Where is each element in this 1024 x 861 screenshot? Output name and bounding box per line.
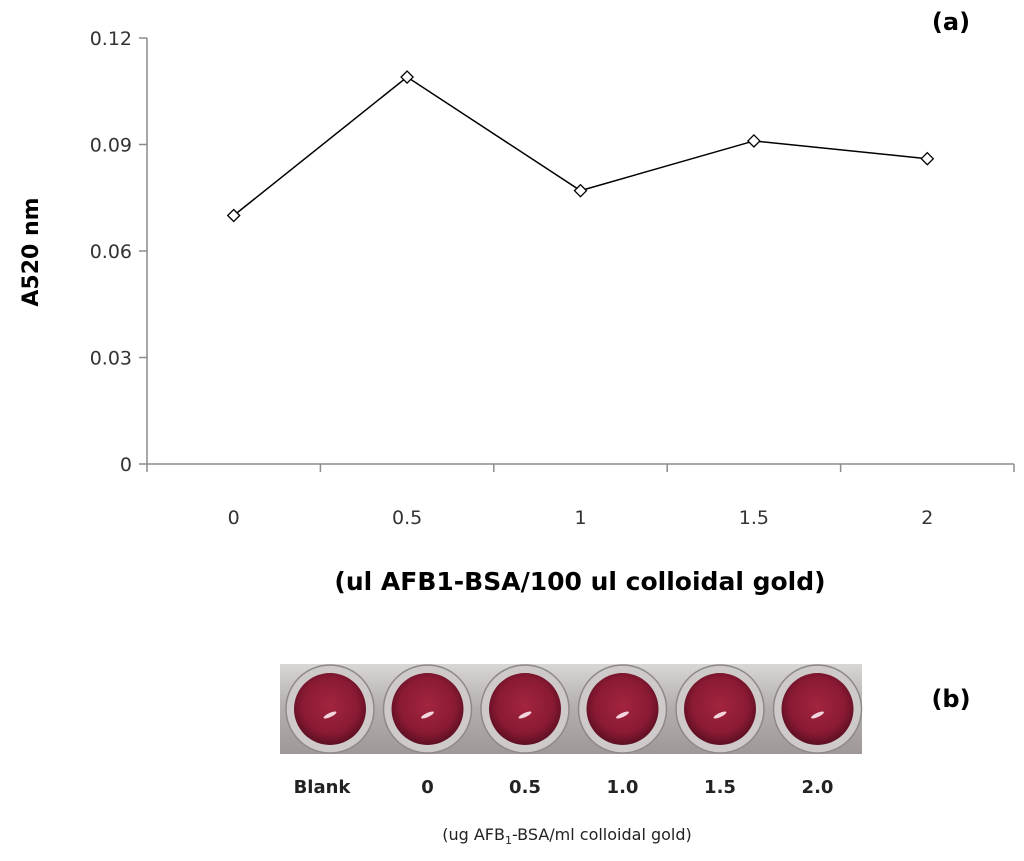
y-tick-label: 0 — [120, 454, 132, 476]
x-tick-label: 1 — [574, 507, 586, 529]
well-label: 1.5 — [704, 777, 736, 798]
well-label: 2.0 — [802, 777, 834, 798]
y-tick-label: 0.03 — [90, 348, 132, 370]
x-tick-label: 1.5 — [739, 507, 769, 529]
y-ticks: 0 0.03 0.06 0.09 0.12 — [90, 28, 147, 476]
well-solution — [391, 673, 464, 745]
data-point-marker — [400, 70, 415, 84]
well-solution — [489, 673, 561, 745]
y-tick-label: 0.12 — [90, 28, 132, 50]
well-highlight — [811, 711, 824, 719]
well-highlight — [616, 711, 629, 719]
data-point-marker — [746, 134, 761, 148]
x-tick-label: 2 — [921, 507, 933, 529]
x-axis-title: (ul AFB1-BSA/100 ul colloidal gold) — [334, 567, 825, 596]
well-plate-photo — [280, 664, 863, 754]
well-label: Blank — [294, 777, 352, 798]
panel-label-a: (a) — [932, 8, 970, 36]
well-highlight — [323, 711, 337, 719]
well-solution — [294, 673, 366, 745]
well-label: 0 — [421, 777, 434, 798]
y-tick-label: 0.06 — [90, 241, 132, 263]
well-highlight — [421, 711, 434, 719]
data-point-marker — [920, 151, 935, 166]
panel-label-b: (b) — [931, 685, 970, 713]
plate-axis-title-pre: (ug AFB — [442, 825, 505, 844]
y-tick-label: 0.09 — [90, 135, 132, 157]
data-point-marker — [573, 183, 588, 198]
well-solution — [684, 673, 756, 745]
data-point-marker — [226, 208, 241, 223]
plate-axis-title-sub: 1 — [505, 834, 512, 847]
well-highlight — [713, 711, 727, 719]
x-tick-label: 0.5 — [392, 507, 422, 529]
x-ticks: 0 0.5 1 1.5 2 — [146, 464, 1015, 529]
well-solution — [586, 673, 659, 745]
y-axis-title: A520 nm — [19, 197, 44, 306]
well-label: 1.0 — [607, 777, 639, 798]
well-label: 0.5 — [509, 777, 541, 798]
series-markers — [226, 70, 935, 223]
well-highlight — [518, 711, 532, 719]
plate-wells — [285, 664, 863, 754]
x-tick-label: 0 — [228, 507, 240, 529]
well-solution — [781, 673, 854, 745]
plate-body — [280, 664, 862, 754]
plate-well-labels: Blank 0 0.5 1.0 1.5 2.0 — [294, 777, 834, 798]
plate-axis-title: (ug AFB1-BSA/ml colloidal gold) — [442, 825, 692, 847]
plate-axis-title-post: -BSA/ml colloidal gold) — [512, 825, 692, 844]
